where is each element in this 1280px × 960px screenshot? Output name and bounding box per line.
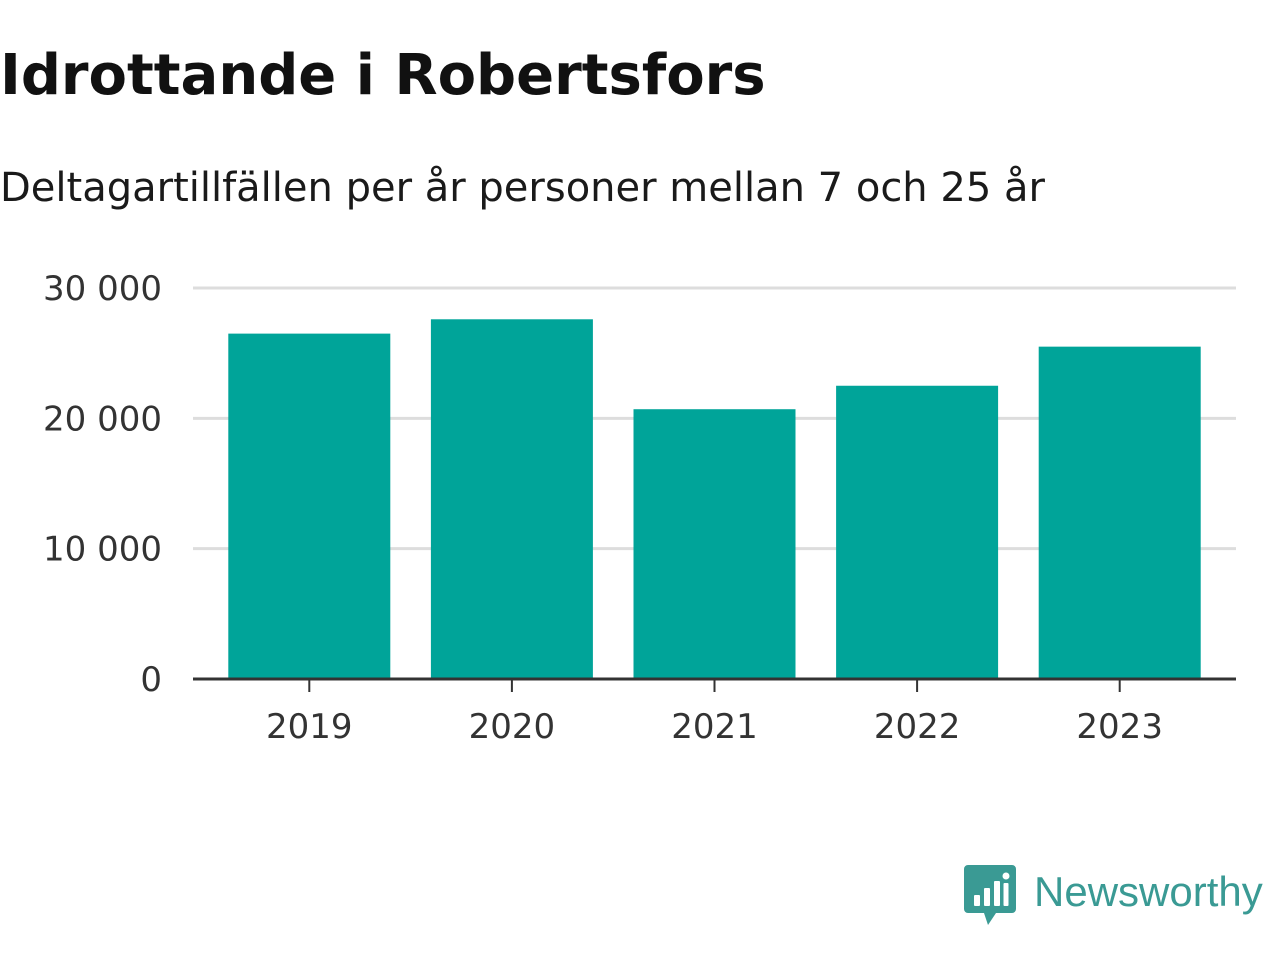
y-tick-label: 30 000: [43, 269, 162, 309]
y-tick-label: 20 000: [43, 399, 162, 439]
bar-2019: [228, 333, 391, 679]
bar-2023: [1038, 346, 1201, 679]
bar-chart-speech-bubble-icon: [964, 865, 1016, 925]
bar-2021: [633, 409, 796, 679]
y-tick-label: 0: [140, 660, 162, 700]
bar-2020: [430, 319, 593, 679]
bar-2022: [836, 385, 999, 679]
x-tick-label: 2021: [671, 707, 758, 747]
newsworthy-logo: Newsworthy: [964, 864, 1263, 928]
logo-wordmark: Newsworthy: [1034, 868, 1263, 915]
chart-subtitle: Deltagartillfällen per år personer mella…: [0, 165, 1045, 211]
y-tick-label: 10 000: [43, 530, 162, 570]
x-tick-label: 2019: [266, 707, 353, 747]
chart-title: Idrottande i Robertsfors: [0, 43, 766, 108]
x-tick-label: 2022: [874, 707, 961, 747]
x-tick-label: 2023: [1076, 707, 1163, 747]
x-tick-label: 2020: [469, 707, 556, 747]
